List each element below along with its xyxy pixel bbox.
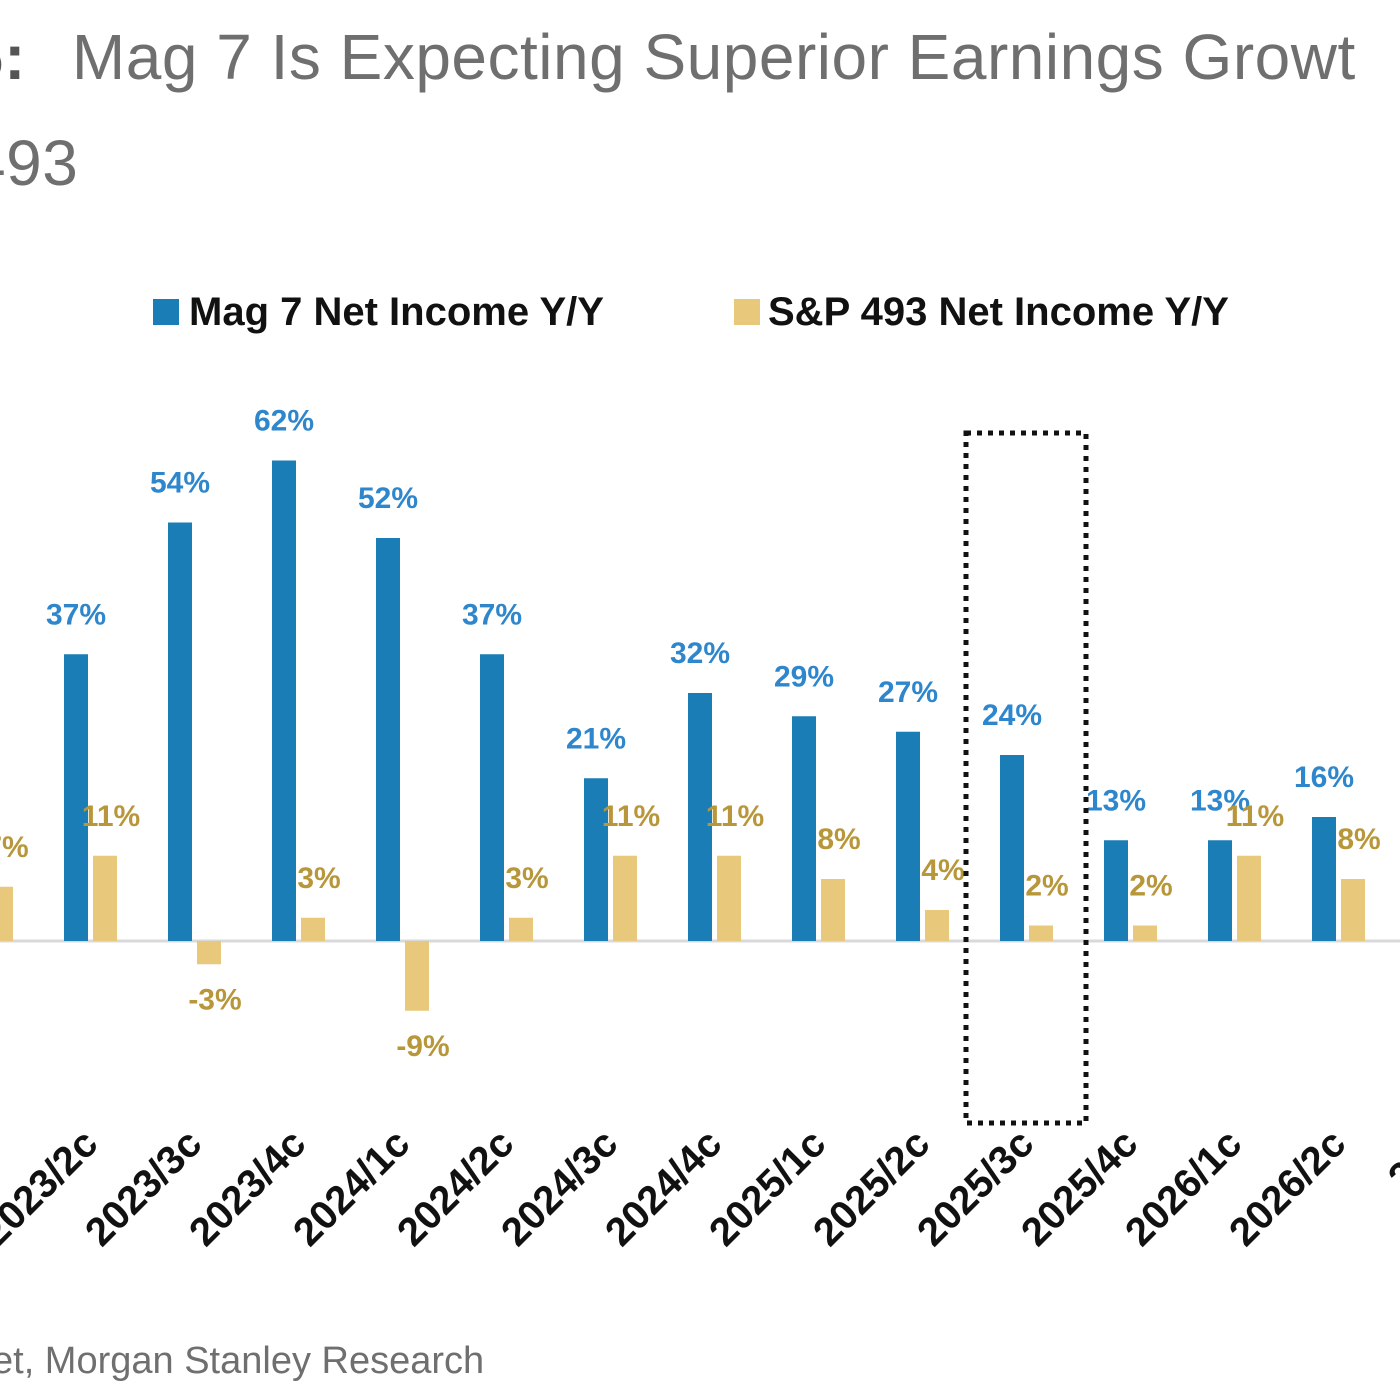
data-label-sp493-5: 3% [505,862,548,895]
data-label-sp493-11: 2% [1129,870,1172,903]
bar-mag7-10 [1000,755,1024,941]
bar-mag7-11 [1104,840,1128,941]
bar-mag7-4 [376,538,400,941]
plot-area: %7%c37%11%2023/2c54%-3%2023/3c62%3%2023/… [0,405,1400,1255]
bar-mag7-5 [480,654,504,941]
data-label-mag7-8: 29% [774,660,834,693]
bar-mag7-7 [688,693,712,941]
bar-sp493-13 [1341,879,1365,941]
data-label-sp493-1: 11% [82,800,140,833]
x-tick-label-12: 2026/1c [1117,1121,1250,1254]
data-label-sp493-12: 11% [1226,800,1284,833]
bar-mag7-12 [1208,840,1232,941]
bar-sp493-6 [613,855,637,941]
data-label-sp493-9: 4% [921,854,964,887]
x-tick-label-2: 2023/3c [77,1121,210,1254]
x-tick-label-9: 2025/2c [805,1121,938,1254]
x-tick-label-11: 2025/4c [1013,1121,1146,1254]
x-tick-label-5: 2024/2c [389,1121,522,1254]
bar-mag7-3 [272,460,296,941]
bar-sp493-2 [197,941,221,965]
data-label-mag7-10: 24% [982,699,1042,732]
bar-sp493-4 [405,941,429,1011]
data-label-mag7-9: 27% [878,676,938,709]
bar-mag7-6 [584,778,608,941]
data-label-mag7-2: 54% [150,467,210,500]
data-label-sp493-7: 11% [706,800,764,833]
bar-sp493-11 [1133,925,1157,941]
data-label-mag7-4: 52% [358,482,418,515]
legend-swatch-mag7 [153,299,179,325]
source-note: et, Morgan Stanley Research [0,1340,485,1382]
bar-mag7-8 [792,716,816,941]
data-label-mag7-13: 16% [1294,761,1354,794]
legend-swatch-sp493 [734,299,760,325]
chart-legend: Mag 7 Net Income Y/Y S&P 493 Net Income … [153,290,1229,334]
data-label-sp493-3: 3% [297,862,340,895]
data-label-mag7-5: 37% [462,598,522,631]
bar-mag7-1 [64,654,88,941]
data-label-mag7-11: 13% [1086,784,1146,817]
x-tick-label-8: 2025/1c [701,1121,834,1254]
figure-number: 6: [0,21,26,93]
data-label-sp493-8: 8% [817,823,860,856]
bar-mag7-13 [1312,817,1336,941]
legend-label-mag7: Mag 7 Net Income Y/Y [189,290,604,334]
data-label-sp493-13: 8% [1337,823,1380,856]
data-label-mag7-3: 62% [254,405,314,438]
bar-sp493-12 [1237,855,1261,941]
x-tick-label-6: 2024/3c [493,1121,626,1254]
x-tick-label-4: 2024/1c [285,1121,418,1254]
data-label-sp493-6: 11% [602,800,660,833]
data-label-sp493-2: -3% [188,983,241,1016]
data-label-mag7-12: 13% [1190,784,1250,817]
data-label-mag7-7: 32% [670,637,730,670]
data-label-mag7-1: 37% [46,598,106,631]
bar-sp493-3 [301,917,325,941]
x-tick-label-0: c [0,1121,2,1168]
legend-label-sp493: S&P 493 Net Income Y/Y [768,290,1229,334]
bar-sp493-8 [821,879,845,941]
bar-sp493-10 [1029,925,1053,941]
x-tick-label-10: 2025/3c [909,1121,1042,1254]
bar-sp493-0 [0,886,13,941]
bar-mag7-2 [168,522,192,941]
x-tick-label-14: 202 [1380,1121,1400,1199]
bar-mag7-9 [896,731,920,941]
data-label-sp493-4: -9% [396,1030,449,1063]
x-tick-label-3: 2023/4c [181,1121,314,1254]
chart-title-text: Mag 7 Is Expecting Superior Earnings Gro… [71,21,1356,93]
bar-sp493-9 [925,910,949,941]
data-label-sp493-0: 7% [0,831,29,864]
bar-sp493-5 [509,917,533,941]
chart-title-line-2: 493 [0,127,79,199]
bar-sp493-1 [93,855,117,941]
x-tick-label-7: 2024/4c [597,1121,730,1254]
bar-sp493-7 [717,855,741,941]
x-tick-label-13: 2026/2c [1221,1121,1354,1254]
data-label-mag7-6: 21% [566,722,626,755]
highlight-box-2025-3c [963,430,1089,1126]
chart-title-line-1: 6: Mag 7 Is Expecting Superior Earnings G… [0,20,1356,94]
data-label-sp493-10: 2% [1025,870,1068,903]
